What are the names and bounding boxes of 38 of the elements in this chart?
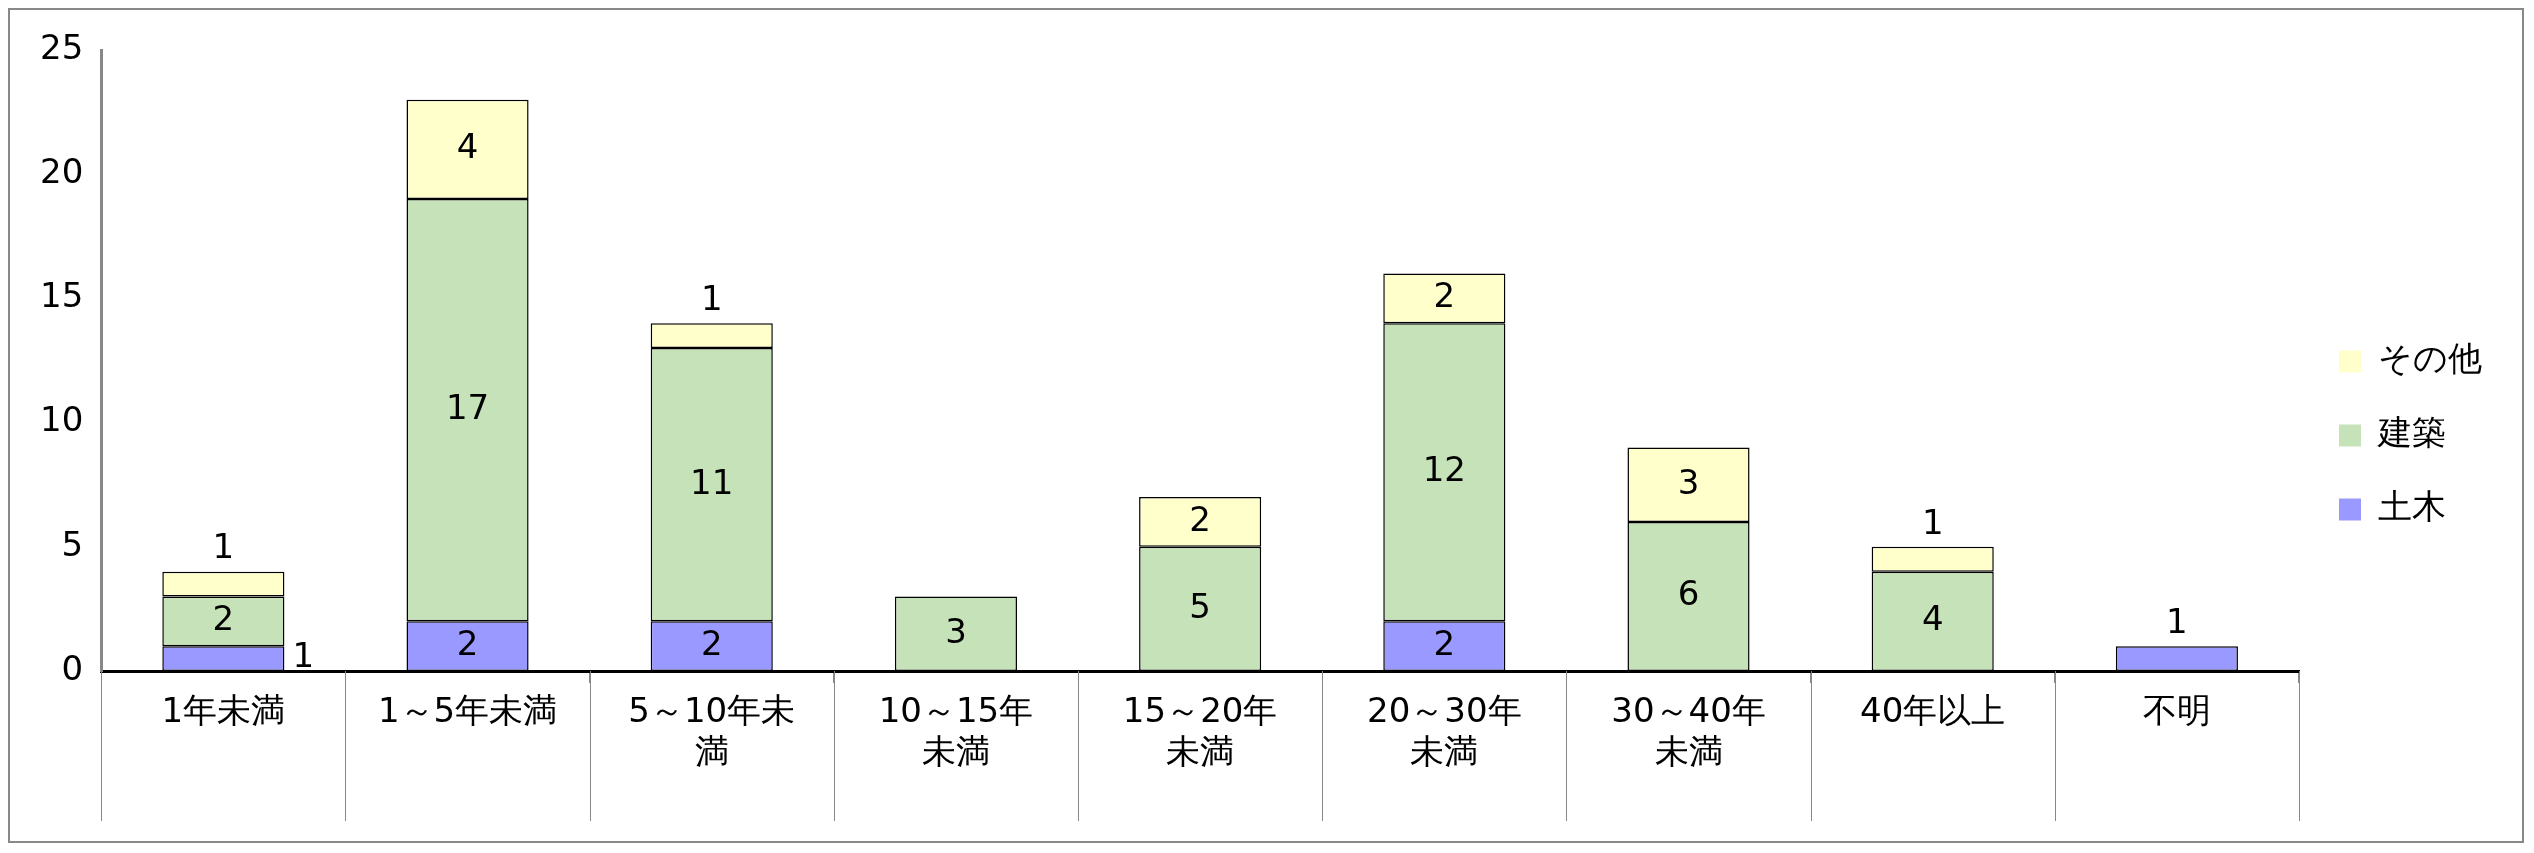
data-label: 17 (445, 387, 490, 428)
y-tick-label: 20 (40, 151, 84, 192)
x-tick-label: 1年未満 (161, 690, 286, 731)
x-tick-label: 1～5年未満 (377, 690, 558, 731)
x-tick-label: 10～15年未満 (878, 690, 1034, 772)
data-label: 1 (292, 635, 315, 676)
data-label: 3 (1677, 461, 1700, 502)
legend-label: 建築 (2377, 412, 2446, 453)
data-label: 12 (1422, 449, 1466, 490)
x-tick-label: 5～10年未満 (628, 690, 796, 772)
data-label: 1 (700, 278, 723, 319)
data-label: 4 (1921, 598, 1944, 639)
data-label: 2 (1433, 275, 1456, 316)
data-label: 1 (1921, 501, 1944, 542)
y-tick-label: 25 (40, 26, 84, 67)
y-tick-label: 5 (61, 523, 84, 564)
data-label: 1 (2166, 600, 2188, 641)
data-label: 11 (690, 461, 734, 502)
legend-label: その他 (2378, 338, 2482, 379)
x-tick-label: 20～30年未満 (1367, 690, 1522, 772)
data-label: 2 (1433, 622, 1456, 663)
y-tick-label: 15 (40, 275, 84, 316)
data-label: 2 (700, 622, 723, 663)
data-label: 2 (456, 622, 479, 663)
x-tick-label: 不明 (2142, 690, 2211, 731)
x-tick-label: 30～40年未満 (1611, 690, 1766, 772)
data-label: 2 (1189, 498, 1211, 539)
y-tick-label: 0 (61, 647, 84, 688)
data-label: 1 (212, 526, 235, 567)
legend-label: 土木 (2378, 486, 2446, 527)
data-label: 2 (212, 598, 235, 639)
data-label: 3 (945, 610, 967, 651)
y-tick-label: 10 (40, 399, 84, 440)
x-tick-label: 40年以上 (1860, 690, 2006, 731)
data-label: 5 (1189, 585, 1211, 626)
x-tick-label: 15～20年未満 (1122, 690, 1278, 772)
data-label: 6 (1677, 573, 1700, 614)
data-label: 4 (456, 126, 479, 167)
